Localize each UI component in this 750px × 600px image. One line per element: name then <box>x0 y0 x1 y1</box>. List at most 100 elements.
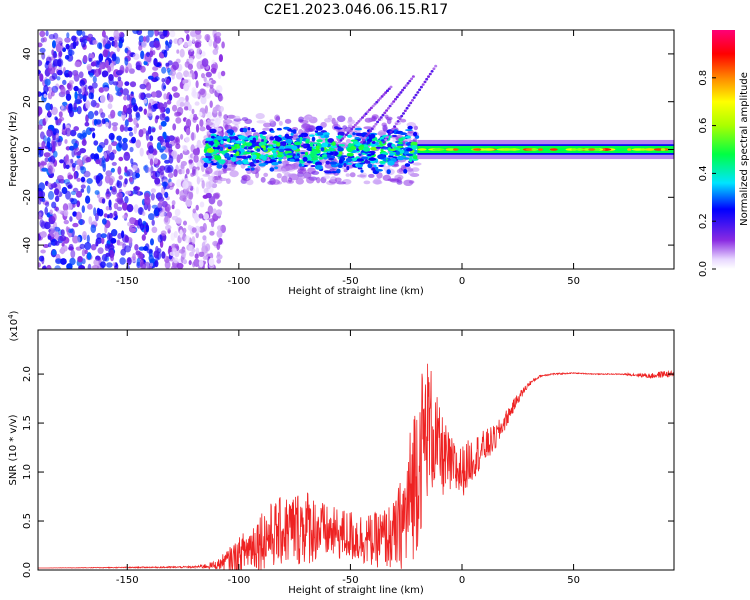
spectrogram-signal-blob <box>343 163 347 167</box>
spectrogram-noise-blob <box>212 106 218 114</box>
spectrogram-noise-blob <box>64 139 68 144</box>
spectrogram-noise-blob <box>217 116 223 121</box>
spectrogram-noise-blob <box>204 34 211 41</box>
spectrogram-noise-blob <box>183 220 187 226</box>
spectrogram-noise-blob <box>203 213 210 220</box>
spectrogram-noise-blob <box>121 110 126 116</box>
spectrogram-signal-blob <box>230 154 234 158</box>
spectrogram-streak <box>404 84 408 87</box>
spectrogram-noise-blob <box>134 244 139 251</box>
spectrogram-streak <box>355 121 359 125</box>
spectrogram-noise-blob <box>206 111 213 119</box>
spectrogram-signal-blob <box>316 139 323 143</box>
spectrogram-noise-blob <box>153 157 159 164</box>
y-tick-label: 20 <box>22 95 33 108</box>
spectrogram-noise-blob <box>187 63 193 70</box>
spectrogram-noise-blob <box>151 219 155 226</box>
spectrogram-noise-blob <box>191 227 197 233</box>
spectrogram-noise-blob <box>198 111 203 117</box>
spectrogram-halo-blob <box>311 170 320 175</box>
spectrogram-noise-blob <box>90 224 97 233</box>
spectrogram-noise-blob <box>52 213 57 222</box>
spectrogram-noise-blob <box>160 153 168 160</box>
spectrogram-noise-blob <box>182 259 187 265</box>
spectrogram-signal-blob <box>340 155 348 158</box>
colorbar-gradient <box>712 30 735 269</box>
spectrogram-halo-blob <box>226 164 236 171</box>
spectrogram-noise-blob <box>196 176 201 185</box>
spectrogram-noise-blob <box>213 193 220 200</box>
spectrogram-signal-blob <box>379 160 386 164</box>
spectrogram-noise-blob <box>138 92 145 100</box>
spectrogram-noise-blob <box>38 42 43 48</box>
spectrogram-noise-blob <box>161 66 167 74</box>
spectrogram-streak <box>411 99 414 102</box>
snr-x-label: Height of straight line (km) <box>288 585 424 596</box>
spectrogram-halo-blob <box>222 119 233 124</box>
spectrogram-noise-blob <box>188 49 192 56</box>
spectrogram-noise-blob <box>150 238 154 246</box>
spectrogram-signal-blob <box>373 164 377 168</box>
spectrogram-noise-blob <box>196 47 202 55</box>
spectrogram-signal-blob <box>311 136 316 142</box>
spectrogram-noise-blob <box>208 257 215 266</box>
spectrogram-streak <box>423 80 427 84</box>
snr-y-scale-label: (x104) <box>7 310 20 341</box>
y-tick-label: 0.5 <box>22 513 33 529</box>
spectrogram-signal-blob <box>208 158 212 162</box>
spectrogram-noise-blob <box>124 196 129 204</box>
spectrogram-noise-blob <box>178 249 186 254</box>
spectrogram-signal-blob <box>338 159 343 164</box>
spectrogram-signal-blob <box>295 158 300 162</box>
spectrogram-noise-blob <box>67 174 74 180</box>
spectrogram-signal-blob <box>403 157 410 160</box>
spectrogram-signal-blob <box>367 153 372 157</box>
snr-frame <box>37 329 675 571</box>
spectrogram-signal-blob <box>269 136 275 141</box>
spectrogram-noise-blob <box>159 113 166 121</box>
spectrogram-noise-blob <box>107 103 113 110</box>
spectrogram-streak <box>383 111 387 115</box>
spectrogram-noise-blob <box>75 190 83 198</box>
spectrogram-noise-blob <box>109 151 115 161</box>
spectrogram-plot-area <box>38 30 674 269</box>
spectrogram-signal-blob <box>209 128 217 134</box>
spectrogram-noise-blob <box>149 135 154 142</box>
spectrogram-halo-blob <box>295 178 304 185</box>
carrier-peak <box>538 148 543 151</box>
spectrogram-noise-blob <box>161 181 168 187</box>
spectrogram-streak <box>365 134 369 137</box>
spectrogram-signal-blob <box>371 167 376 171</box>
spectrogram-signal-blob <box>337 164 343 169</box>
spectrogram-streak <box>357 120 361 123</box>
spectrogram-noise-blob <box>80 184 86 189</box>
spectrogram-noise-blob <box>195 123 200 133</box>
spectrogram-signal-blob <box>252 154 257 159</box>
spectrogram-signal-blob <box>265 153 269 157</box>
spectrogram-noise-blob <box>95 119 102 125</box>
spectrogram-signal-blob <box>310 158 318 161</box>
spectrogram-noise-blob <box>48 62 53 69</box>
spectrogram-streak <box>346 131 350 135</box>
spectrogram-noise-blob <box>218 95 224 102</box>
spectrogram-noise-blob <box>209 230 215 236</box>
spectrogram-signal-blob <box>284 133 290 139</box>
spectrogram-noise-blob <box>122 202 128 211</box>
spectrogram-halo-blob <box>376 172 383 179</box>
spectrogram-noise-blob <box>53 150 58 158</box>
spectrogram-noise-blob <box>98 53 104 62</box>
spectrogram-noise-blob <box>44 206 48 215</box>
spectrogram-noise-blob <box>164 191 169 198</box>
spectrogram-signal-blob <box>211 162 218 166</box>
spectrogram-signal-blob <box>375 142 379 146</box>
spectrogram-noise-blob <box>128 131 134 137</box>
spectrogram-noise-blob <box>165 78 170 85</box>
carrier-peak <box>549 148 558 151</box>
spectrogram-streak <box>337 141 341 144</box>
spectrogram-noise-blob <box>108 36 115 41</box>
spectrogram-noise-blob <box>100 233 108 239</box>
spectrogram-noise-blob <box>46 141 51 148</box>
spectrogram-signal-blob <box>396 155 405 161</box>
spectrogram-noise-blob <box>194 101 200 106</box>
spectrogram-noise-blob <box>95 212 99 222</box>
